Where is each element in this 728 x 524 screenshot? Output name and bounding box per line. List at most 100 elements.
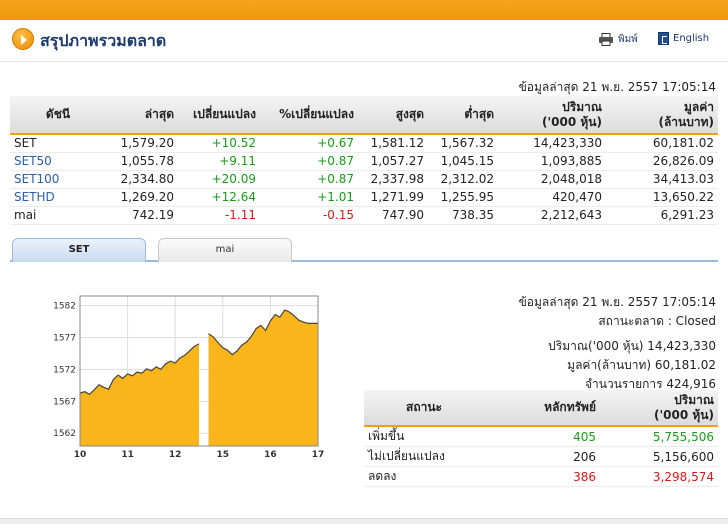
index-cell-low: 1,045.15 bbox=[428, 152, 498, 171]
index-cell-name[interactable]: SETHD bbox=[10, 188, 106, 207]
index-cell-last: 1,579.20 bbox=[106, 134, 178, 153]
page-title: สรุปภาพรวมตลาด bbox=[40, 31, 167, 50]
top-bar bbox=[0, 0, 728, 20]
index-row-set50: SET50 1,055.78 +9.11 +0.87 1,057.27 1,045.15 1… bbox=[10, 152, 718, 171]
index-cell-volume: 420,470 bbox=[498, 188, 606, 207]
print-link[interactable]: พิมพ์ bbox=[598, 32, 638, 47]
status-cell-volume: 5,156,600 bbox=[600, 446, 718, 467]
index-cell-volume: 1,093,885 bbox=[498, 152, 606, 171]
index-table: ดัชนี ล่าสุด เปลี่ยนแปลง %เปลี่ยนแปลง สู… bbox=[10, 96, 718, 225]
index-cell-volume: 2,048,018 bbox=[498, 170, 606, 189]
index-updated-time: ข้อมูลล่าสุด 21 พ.ย. 2557 17:05:14 bbox=[518, 80, 716, 94]
morning-session-line bbox=[79, 343, 200, 396]
index-cell-pct: +0.87 bbox=[260, 170, 358, 189]
index-row-sethd: SETHD 1,269.20 +12.64 +1.01 1,271.99 1,255.95… bbox=[10, 188, 718, 207]
status-cell-volume: 3,298,574 bbox=[600, 466, 718, 487]
index-row-mai: mai 742.19 -1.11 -0.15 747.90 738.35 2,212,643… bbox=[10, 206, 718, 225]
status-cell-count: 386 bbox=[484, 466, 600, 487]
x-tick-label: 12 bbox=[169, 450, 182, 460]
afternoon-session-line bbox=[208, 309, 318, 356]
printer-icon bbox=[598, 33, 614, 46]
index-cell-change: +12.64 bbox=[178, 188, 260, 207]
index-cell-name[interactable]: SET50 bbox=[10, 152, 106, 171]
y-tick-label: 1577 bbox=[53, 333, 76, 343]
index-cell-last: 2,334.80 bbox=[106, 170, 178, 189]
x-tick-label: 11 bbox=[121, 450, 134, 460]
plot-frame bbox=[79, 295, 319, 447]
index-cell-pct: -0.15 bbox=[260, 206, 358, 225]
status-cell-label: เพิ่มขึ้น bbox=[364, 426, 484, 447]
index-cell-name[interactable]: SET100 bbox=[10, 170, 106, 189]
index-cell-change: +9.11 bbox=[178, 152, 260, 171]
index-cell-pct: +1.01 bbox=[260, 188, 358, 207]
x-tick-label: 17 bbox=[312, 450, 325, 460]
status-cell-label: ลดลง bbox=[364, 466, 484, 487]
status-cell-count: 405 bbox=[484, 426, 600, 447]
index-cell-low: 1,567.32 bbox=[428, 134, 498, 153]
y-tick-label: 1582 bbox=[53, 302, 76, 312]
index-cell-change: -1.11 bbox=[178, 206, 260, 225]
index-cell-low: 738.35 bbox=[428, 206, 498, 225]
tab-set[interactable]: SET bbox=[12, 238, 146, 262]
index-cell-change: +10.52 bbox=[178, 134, 260, 153]
x-tick-label: 16 bbox=[264, 450, 277, 460]
index-cell-high: 1,271.99 bbox=[358, 188, 428, 207]
status-row: ลดลง 386 3,298,574 bbox=[364, 466, 718, 487]
index-cell-pct: +0.67 bbox=[260, 134, 358, 153]
morning-session-area bbox=[80, 343, 199, 446]
col-header-value: มูลค่า (ล้านบาท) bbox=[606, 96, 718, 135]
index-cell-value: 26,826.09 bbox=[606, 152, 718, 171]
index-cell-high: 1,057.27 bbox=[358, 152, 428, 171]
index-cell-pct: +0.87 bbox=[260, 152, 358, 171]
col-header-change: เปลี่ยนแปลง bbox=[178, 96, 260, 135]
page-header: สรุปภาพรวมตลาด พิมพ์ English bbox=[0, 20, 728, 62]
tab-mai[interactable]: mai bbox=[158, 238, 292, 262]
market-volume: ปริมาณ('000 หุ้น) 14,423,330 bbox=[548, 339, 716, 353]
index-row-set: SET 1,579.20 +10.52 +0.67 1,581.12 1,567.32 14… bbox=[10, 134, 718, 153]
english-link[interactable]: English bbox=[658, 32, 709, 45]
market-stats: ข้อมูลล่าสุด 21 พ.ย. 2557 17:05:14 สถานะ… bbox=[519, 293, 716, 394]
status-cell-label: ไม่เปลี่ยนแปลง bbox=[364, 446, 484, 467]
x-tick-label: 15 bbox=[217, 450, 230, 460]
index-cell-low: 2,312.02 bbox=[428, 170, 498, 189]
col-header-low: ต่ำสุด bbox=[428, 96, 498, 135]
status-cell-count: 206 bbox=[484, 446, 600, 467]
chart-tabs: SET mai bbox=[10, 238, 718, 262]
y-tick-label: 1562 bbox=[53, 429, 76, 439]
print-label: พิมพ์ bbox=[618, 34, 638, 45]
status-row: เพิ่มขึ้น 405 5,755,506 bbox=[364, 426, 718, 447]
y-tick-label: 1567 bbox=[53, 397, 76, 407]
english-label: English bbox=[673, 33, 710, 44]
index-cell-change: +20.09 bbox=[178, 170, 260, 189]
index-cell-last: 1,269.20 bbox=[106, 188, 178, 207]
bullet-icon bbox=[12, 28, 34, 50]
footer-divider bbox=[0, 518, 728, 524]
flag-icon bbox=[658, 32, 669, 45]
stats-updated: ข้อมูลล่าสุด 21 พ.ย. 2557 17:05:14 bbox=[518, 295, 716, 309]
col-header-status-volume: ปริมาณ ('000 หุ้น) bbox=[600, 390, 718, 427]
index-cell-value: 60,181.02 bbox=[606, 134, 718, 153]
y-tick-label: 1572 bbox=[53, 365, 76, 375]
index-row-set100: SET100 2,334.80 +20.09 +0.87 2,337.98 2,312.0… bbox=[10, 170, 718, 189]
index-cell-value: 13,650.22 bbox=[606, 188, 718, 207]
market-status: สถานะตลาด : Closed bbox=[598, 314, 716, 328]
index-cell-name: SET bbox=[10, 134, 106, 153]
col-header-last: ล่าสุด bbox=[106, 96, 178, 135]
index-cell-volume: 14,423,330 bbox=[498, 134, 606, 153]
afternoon-session-area bbox=[208, 310, 318, 446]
index-cell-last: 1,055.78 bbox=[106, 152, 178, 171]
index-cell-volume: 2,212,643 bbox=[498, 206, 606, 225]
x-tick-label: 10 bbox=[74, 450, 87, 460]
col-header-pct-change: %เปลี่ยนแปลง bbox=[260, 96, 358, 135]
advance-decline-table: สถานะ หลักทรัพย์ ปริมาณ ('000 หุ้น) เพิ่ม… bbox=[364, 390, 718, 487]
index-cell-last: 742.19 bbox=[106, 206, 178, 225]
index-cell-high: 1,581.12 bbox=[358, 134, 428, 153]
index-cell-value: 34,413.03 bbox=[606, 170, 718, 189]
market-deals: จำนวนรายการ 424,916 bbox=[584, 377, 716, 391]
index-cell-high: 2,337.98 bbox=[358, 170, 428, 189]
col-header-securities: หลักทรัพย์ bbox=[484, 390, 600, 427]
set-index-chart: 1582 1577 1572 1567 1562 10 11 12 15 16 17 bbox=[40, 288, 340, 468]
index-cell-high: 747.90 bbox=[358, 206, 428, 225]
col-header-volume: ปริมาณ ('000 หุ้น) bbox=[498, 96, 606, 135]
status-row: ไม่เปลี่ยนแปลง 206 5,156,600 bbox=[364, 446, 718, 467]
